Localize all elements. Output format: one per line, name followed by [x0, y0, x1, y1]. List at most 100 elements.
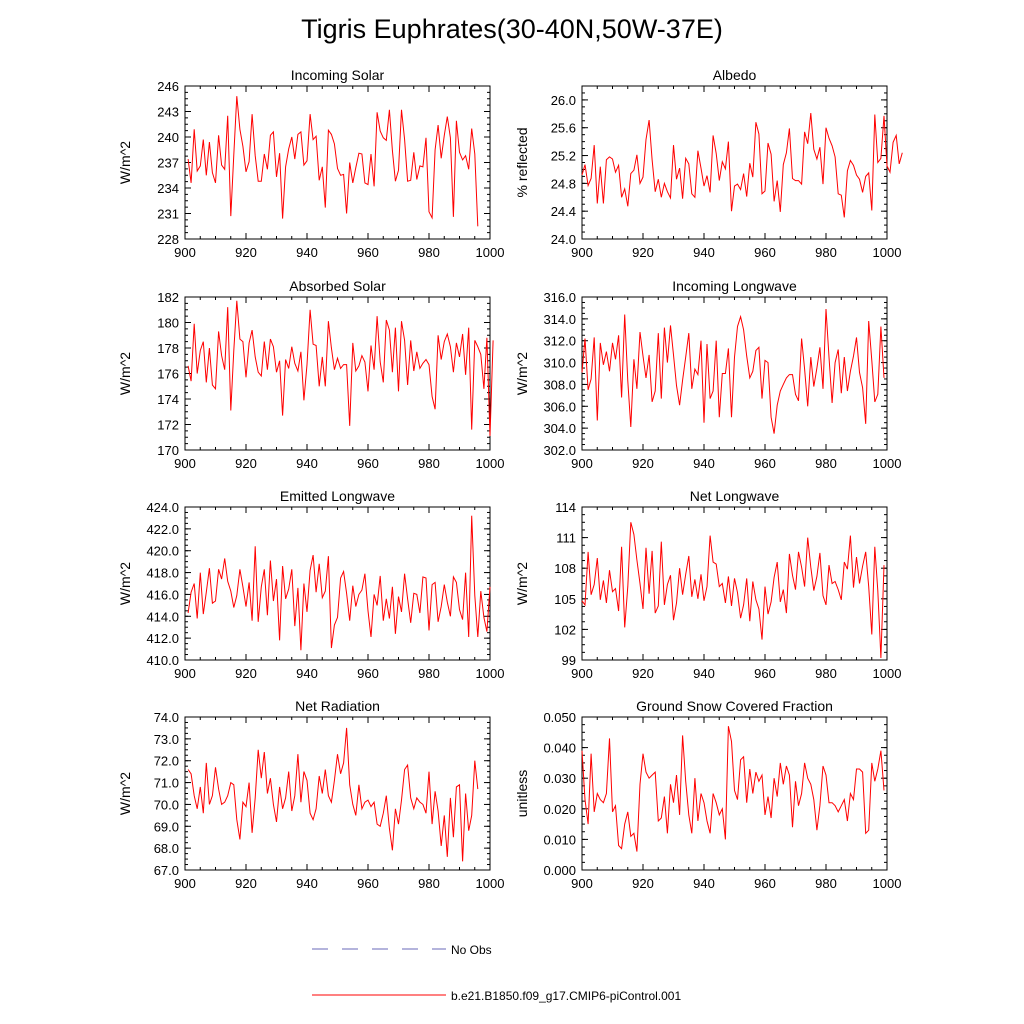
- x-tick-label: 940: [693, 666, 715, 681]
- y-tick-label: 237: [157, 156, 179, 171]
- y-tick-label: 24.8: [551, 176, 576, 191]
- x-tick-label: 960: [754, 456, 776, 471]
- page-title: Tigris Euphrates(30-40N,50W-37E): [301, 14, 723, 44]
- x-tick-label: 980: [815, 876, 837, 891]
- y-tick-label: 243: [157, 105, 179, 120]
- x-tick-label: 940: [693, 876, 715, 891]
- y-tick-label: 0.000: [543, 863, 576, 878]
- series-line: [581, 113, 903, 218]
- y-tick-label: 416.0: [146, 587, 179, 602]
- y-axis-label: unitless: [514, 770, 530, 817]
- panel-emitted-longwave: Emitted Longwave W/m^2 900 920 940 960 980 1000…: [117, 488, 504, 681]
- x-tick-label: 960: [357, 876, 379, 891]
- series-line: [581, 308, 885, 434]
- y-tick-label: 74.0: [154, 710, 179, 725]
- x-tick-label: 1000: [873, 876, 902, 891]
- y-tick-label: 316.0: [543, 290, 576, 305]
- x-tick-label: 900: [571, 876, 593, 891]
- x-tick-label: 900: [571, 245, 593, 260]
- y-tick-label: 0.030: [543, 771, 576, 786]
- panel-albedo: Albedo % reflected 900 920 940 960 980 1000 24.0…: [514, 67, 903, 260]
- panel-title: Incoming Solar: [291, 67, 385, 83]
- x-tick-label: 920: [632, 245, 654, 260]
- y-tick-label: 26.0: [551, 93, 576, 108]
- series-line: [581, 726, 885, 852]
- x-tick-label: 960: [357, 666, 379, 681]
- x-tick-label: 960: [357, 245, 379, 260]
- y-tick-label: 25.2: [551, 149, 576, 164]
- x-tick-label: 920: [632, 456, 654, 471]
- panel-title: Net Radiation: [295, 698, 380, 714]
- x-tick-label: 940: [693, 245, 715, 260]
- x-tick-label: 1000: [873, 456, 902, 471]
- y-tick-label: 25.6: [551, 121, 576, 136]
- y-tick-label: 174: [157, 392, 179, 407]
- panel-title: Incoming Longwave: [672, 278, 797, 294]
- y-tick-label: 231: [157, 207, 179, 222]
- legend: No Obs b.e21.B1850.f09_g17.CMIP6-piContr…: [312, 943, 681, 1003]
- y-tick-label: 424.0: [146, 500, 179, 515]
- y-tick-label: 312.0: [543, 334, 576, 349]
- x-tick-label: 940: [296, 245, 318, 260]
- series-line: [581, 522, 885, 659]
- series-line: [187, 96, 479, 227]
- plot-frame: [581, 85, 888, 240]
- y-tick-label: 108: [554, 561, 576, 576]
- plot-frame: [184, 296, 491, 451]
- series-line: [187, 300, 494, 437]
- panel-incoming-solar: Incoming Solar W/m^2 900 920 940 960 980 1000 22…: [117, 67, 504, 260]
- x-tick-label: 980: [815, 666, 837, 681]
- panel-title: Emitted Longwave: [280, 488, 395, 504]
- y-tick-label: 67.0: [154, 863, 179, 878]
- y-tick-label: 70.0: [154, 797, 179, 812]
- x-tick-label: 900: [571, 456, 593, 471]
- y-tick-label: 240: [157, 130, 179, 145]
- y-axis-label: % reflected: [514, 127, 530, 197]
- x-tick-label: 980: [418, 876, 440, 891]
- y-axis-label: W/m^2: [117, 562, 133, 605]
- x-tick-label: 1000: [476, 245, 505, 260]
- x-tick-label: 920: [235, 666, 257, 681]
- x-tick-label: 900: [174, 876, 196, 891]
- series-line: [187, 515, 491, 651]
- y-tick-label: 0.050: [543, 710, 576, 725]
- y-tick-label: 0.020: [543, 802, 576, 817]
- y-tick-label: 306.0: [543, 399, 576, 414]
- legend-model-label: b.e21.B1850.f09_g17.CMIP6-piControl.001: [451, 989, 681, 1003]
- y-tick-label: 410.0: [146, 653, 179, 668]
- x-tick-label: 960: [754, 245, 776, 260]
- x-tick-label: 920: [632, 666, 654, 681]
- y-tick-label: 72.0: [154, 754, 179, 769]
- y-tick-label: 314.0: [543, 312, 576, 327]
- x-tick-label: 920: [632, 876, 654, 891]
- y-tick-label: 422.0: [146, 522, 179, 537]
- y-tick-label: 24.0: [551, 232, 576, 247]
- x-tick-label: 980: [815, 456, 837, 471]
- x-tick-label: 1000: [476, 876, 505, 891]
- x-tick-label: 1000: [873, 666, 902, 681]
- y-tick-label: 304.0: [543, 421, 576, 436]
- y-tick-label: 71.0: [154, 776, 179, 791]
- panel-net-radiation: Net Radiation W/m^2 900 920 940 960 980 1000 67.…: [117, 698, 504, 891]
- panel-title: Ground Snow Covered Fraction: [636, 698, 833, 714]
- plot-frame: [184, 506, 491, 661]
- x-tick-label: 900: [571, 666, 593, 681]
- x-tick-label: 1000: [873, 245, 902, 260]
- plot-frame: [581, 716, 888, 871]
- y-tick-label: 24.4: [551, 204, 576, 219]
- x-tick-label: 920: [235, 456, 257, 471]
- panel-title: Absorbed Solar: [289, 278, 386, 294]
- legend-obs-label: No Obs: [451, 943, 492, 957]
- y-tick-label: 105: [554, 592, 576, 607]
- y-tick-label: 69.0: [154, 819, 179, 834]
- panel-net-longwave: Net Longwave W/m^2 900 920 940 960 980 1000 99 10…: [514, 488, 901, 681]
- y-tick-label: 412.0: [146, 631, 179, 646]
- y-axis-label: W/m^2: [117, 772, 133, 815]
- panel-incoming-longwave: Incoming Longwave W/m^2 900 920 940 960 980 100…: [514, 278, 901, 471]
- y-tick-label: 308.0: [543, 377, 576, 392]
- x-tick-label: 900: [174, 245, 196, 260]
- x-tick-label: 960: [754, 876, 776, 891]
- x-tick-label: 980: [418, 245, 440, 260]
- y-tick-label: 246: [157, 79, 179, 94]
- x-tick-label: 1000: [476, 456, 505, 471]
